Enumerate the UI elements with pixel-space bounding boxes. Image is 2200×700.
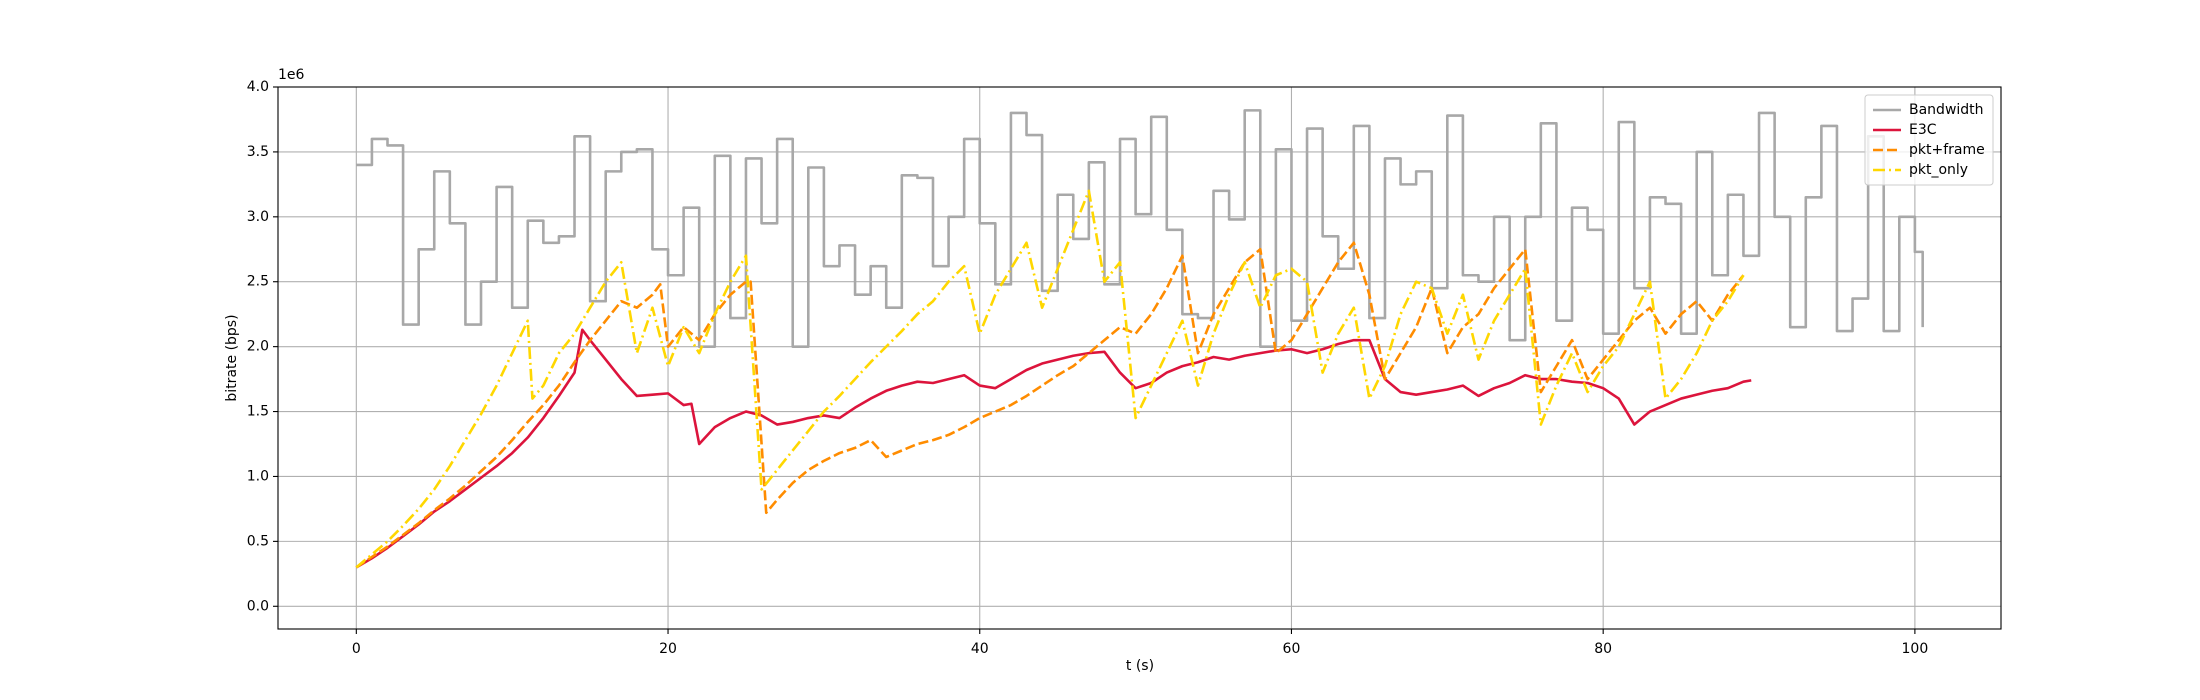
legend: Bandwidth E3C pkt+frame pkt_only (1864, 94, 1994, 186)
y-tick-label: 3.5 (247, 144, 269, 160)
y-tick-label: 1.5 (247, 404, 269, 420)
series-line (355, 328, 1752, 569)
y-axis-label: bitrate (bps) (224, 314, 240, 401)
y-tick-label: 1.0 (247, 468, 269, 484)
series-line (355, 189, 1745, 569)
legend-label: Bandwidth (1909, 102, 1984, 118)
legend-label: pkt_only (1909, 162, 1968, 178)
series-line (355, 241, 1745, 569)
y-tick-label: 0.5 (247, 533, 269, 549)
legend-label: E3C (1909, 122, 1937, 138)
plot-frame (277, 86, 2002, 630)
x-axis-label: t (s) (1126, 658, 1154, 674)
y-tick-label: 3.0 (247, 209, 269, 225)
x-tick-label: 80 (1594, 641, 1612, 657)
x-tick-label: 0 (352, 641, 361, 657)
y-tick-label: 2.5 (247, 274, 269, 290)
x-tick-label: 100 (1902, 641, 1929, 657)
x-tick-label: 40 (971, 641, 989, 657)
x-tick-label: 60 (1283, 641, 1301, 657)
legend-label: pkt+frame (1909, 142, 1985, 158)
series-line (356, 109, 1924, 348)
x-tick-label: 20 (659, 641, 677, 657)
y-tick-label: 2.0 (247, 339, 269, 355)
legend-box (1864, 94, 1994, 186)
y-offset-text: 1e6 (278, 67, 305, 83)
y-tick-label: 0.0 (247, 598, 269, 614)
y-tick-label: 4.0 (247, 79, 269, 95)
